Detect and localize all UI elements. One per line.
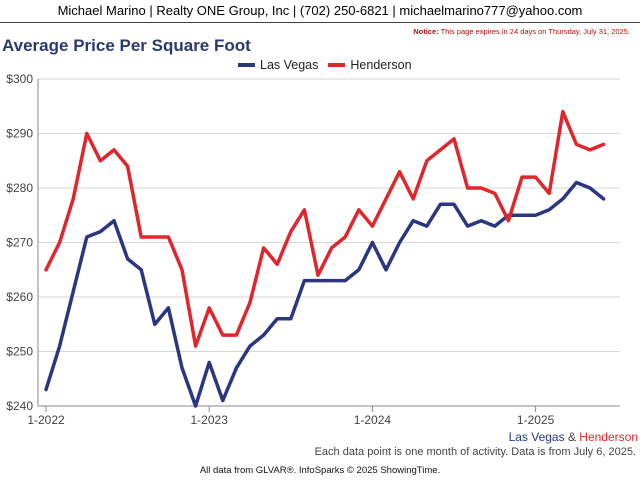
- legend-label-las-vegas: Las Vegas: [260, 58, 319, 72]
- legend-label-henderson: Henderson: [350, 58, 412, 72]
- series-line-las-vegas: [44, 180, 606, 408]
- legend-item-henderson: Henderson: [328, 58, 412, 72]
- legend-swatch-las-vegas: [238, 63, 255, 67]
- notice-label: Notice:: [413, 27, 439, 36]
- y-tick-label: $240: [6, 399, 33, 413]
- x-tick-label: 1-2023: [191, 413, 229, 427]
- y-tick-label: $260: [6, 290, 33, 304]
- y-tick-label: $270: [6, 236, 33, 250]
- y-tick-label: $250: [6, 345, 33, 359]
- data-source: All data from GLVAR®. InfoSparks © 2025 …: [199, 465, 441, 476]
- corner-label-las-vegas: Las Vegas: [508, 430, 565, 444]
- data-note: Each data point is one month of activity…: [314, 446, 636, 458]
- x-tick-label: 1-2022: [27, 413, 65, 427]
- series-line-henderson: [44, 109, 606, 348]
- legend-item-las-vegas: Las Vegas: [238, 58, 318, 72]
- corner-label-henderson: Henderson: [579, 430, 638, 444]
- corner-amp: &: [564, 430, 580, 444]
- expiry-notice: Notice: This page expires in 24 days on …: [413, 27, 630, 36]
- y-tick-label: $280: [6, 181, 33, 195]
- corner-series-caption: Las Vegas & Henderson: [509, 430, 638, 444]
- chart-legend: Las Vegas Henderson: [238, 57, 412, 73]
- x-tick-label: 1-2025: [517, 413, 555, 427]
- x-tick-label: 1-2024: [354, 413, 392, 427]
- contact-header: Michael Marino | Realty ONE Group, Inc |…: [0, 0, 640, 23]
- legend-swatch-henderson: [328, 63, 346, 67]
- contact-text: Michael Marino | Realty ONE Group, Inc |…: [57, 3, 583, 18]
- y-tick-label: $290: [6, 127, 33, 141]
- chart-title: Average Price Per Square Foot: [2, 36, 251, 55]
- y-tick-label: $300: [6, 72, 33, 86]
- notice-text: This page expires in 24 days on Thursday…: [440, 27, 630, 36]
